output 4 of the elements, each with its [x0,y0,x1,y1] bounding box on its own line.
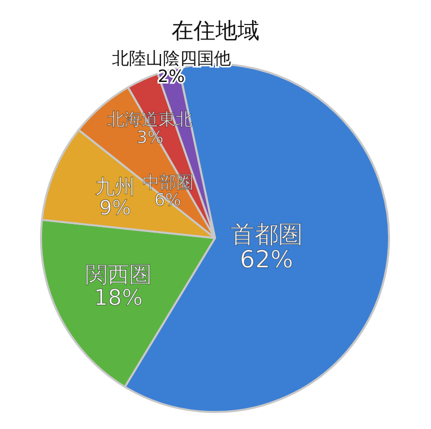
slice-label: 関西圏 [85,263,152,288]
data-label: 18% [94,286,143,312]
slice-label: 北陸山陰四国他 [112,49,231,70]
chart-title: 在住地域 [172,19,260,44]
